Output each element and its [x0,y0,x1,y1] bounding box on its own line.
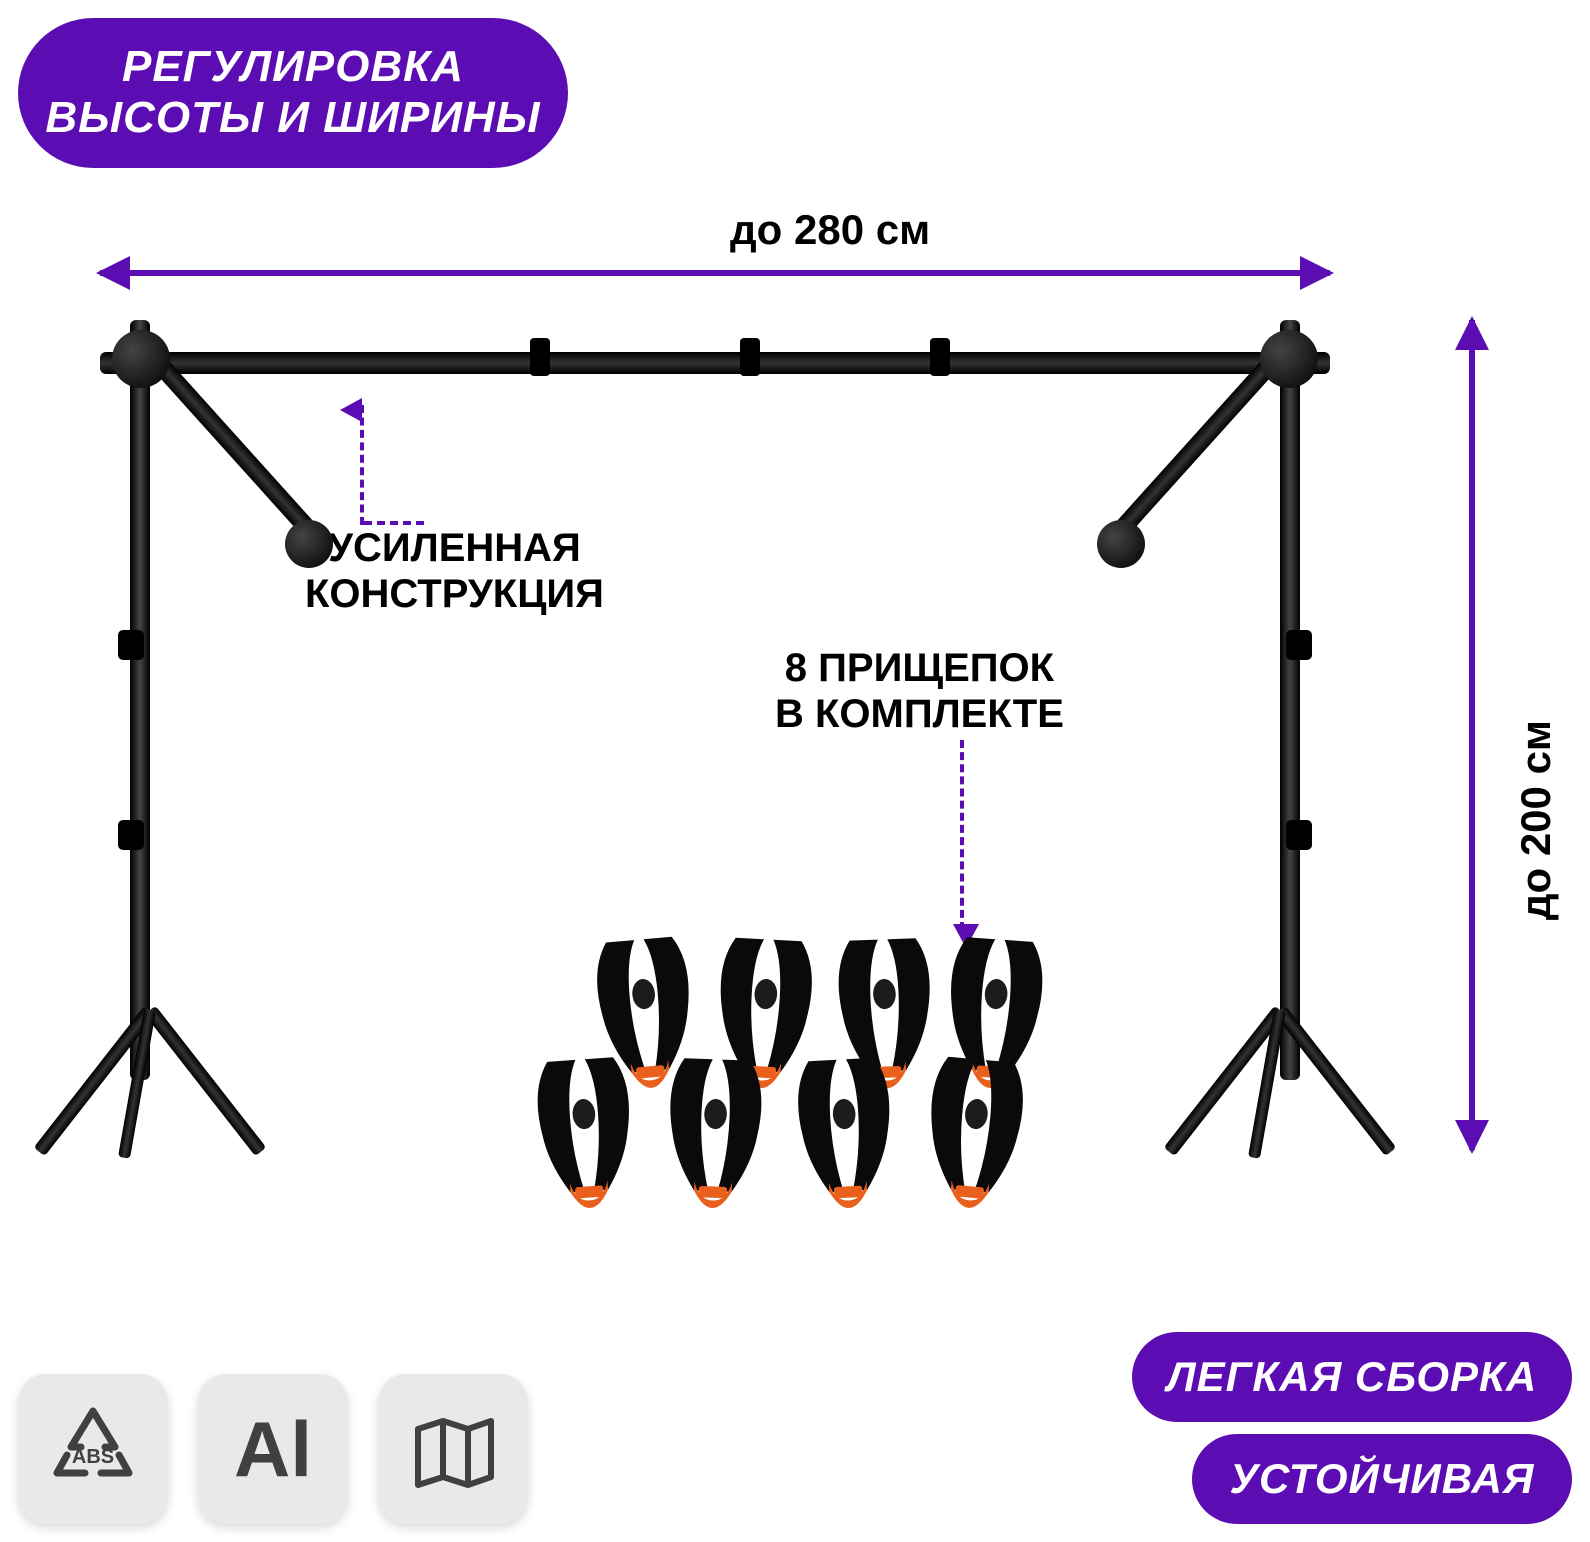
badge-adjustable-line1: РЕГУЛИРОВКА [122,42,464,93]
spring-clamp [776,1047,914,1214]
stand-pole-lock [118,820,144,850]
stand-joint-knob [1260,330,1318,388]
badge-adjustable-line2: ВЫСОТЫ И ШИРИНЫ [45,93,540,144]
tripod-leg [1274,1006,1396,1156]
stand-tripod-right [1150,1010,1410,1170]
dimension-height-arrow [1469,320,1475,1150]
stand-crossbar-clip [530,338,550,376]
material-icon-row: ABS Al [18,1374,528,1524]
stand-tripod-left [20,1010,280,1170]
stand-pole-lock [118,630,144,660]
aluminium-label: Al [234,1404,312,1495]
dimension-height-label: до 200 см [1512,720,1560,920]
stand-pole-lock [1286,630,1312,660]
stand-crossbar [100,352,1330,374]
stand-brace-right [1102,344,1289,549]
abs-label: ABS [72,1446,114,1468]
tripod-leg [144,1006,266,1156]
manual-fold-icon [378,1374,528,1524]
abs-recycle-icon: ABS [18,1374,168,1524]
stand-brace-left [140,344,327,549]
badge-easy-assembly-text: ЛЕГКАЯ СБОРКА [1167,1353,1537,1401]
stand-crossbar-clip [740,338,760,376]
badge-adjustable: РЕГУЛИРОВКА ВЫСОТЫ И ШИРИНЫ [18,18,568,168]
stand-joint-knob [112,330,170,388]
aluminium-icon: Al [198,1374,348,1524]
dimension-width-arrow [100,270,1330,276]
dimension-width-label: до 280 см [730,206,930,254]
badge-easy-assembly: ЛЕГКАЯ СБОРКА [1132,1332,1572,1422]
stand-joint-knob [285,520,333,568]
badge-stable-text: УСТОЙЧИВАЯ [1230,1455,1535,1503]
stand-pole-lock [1286,820,1312,850]
stand-joint-knob [1097,520,1145,568]
stand-pole-right [1280,320,1300,1080]
clamps-cluster [520,930,1080,1230]
badge-stable: УСТОЙЧИВАЯ [1192,1434,1572,1524]
stand-pole-left [130,320,150,1080]
stand-crossbar-clip [930,338,950,376]
spring-clamp [903,1045,1046,1216]
spring-clamp [515,1046,656,1215]
spring-clamp [647,1048,783,1212]
